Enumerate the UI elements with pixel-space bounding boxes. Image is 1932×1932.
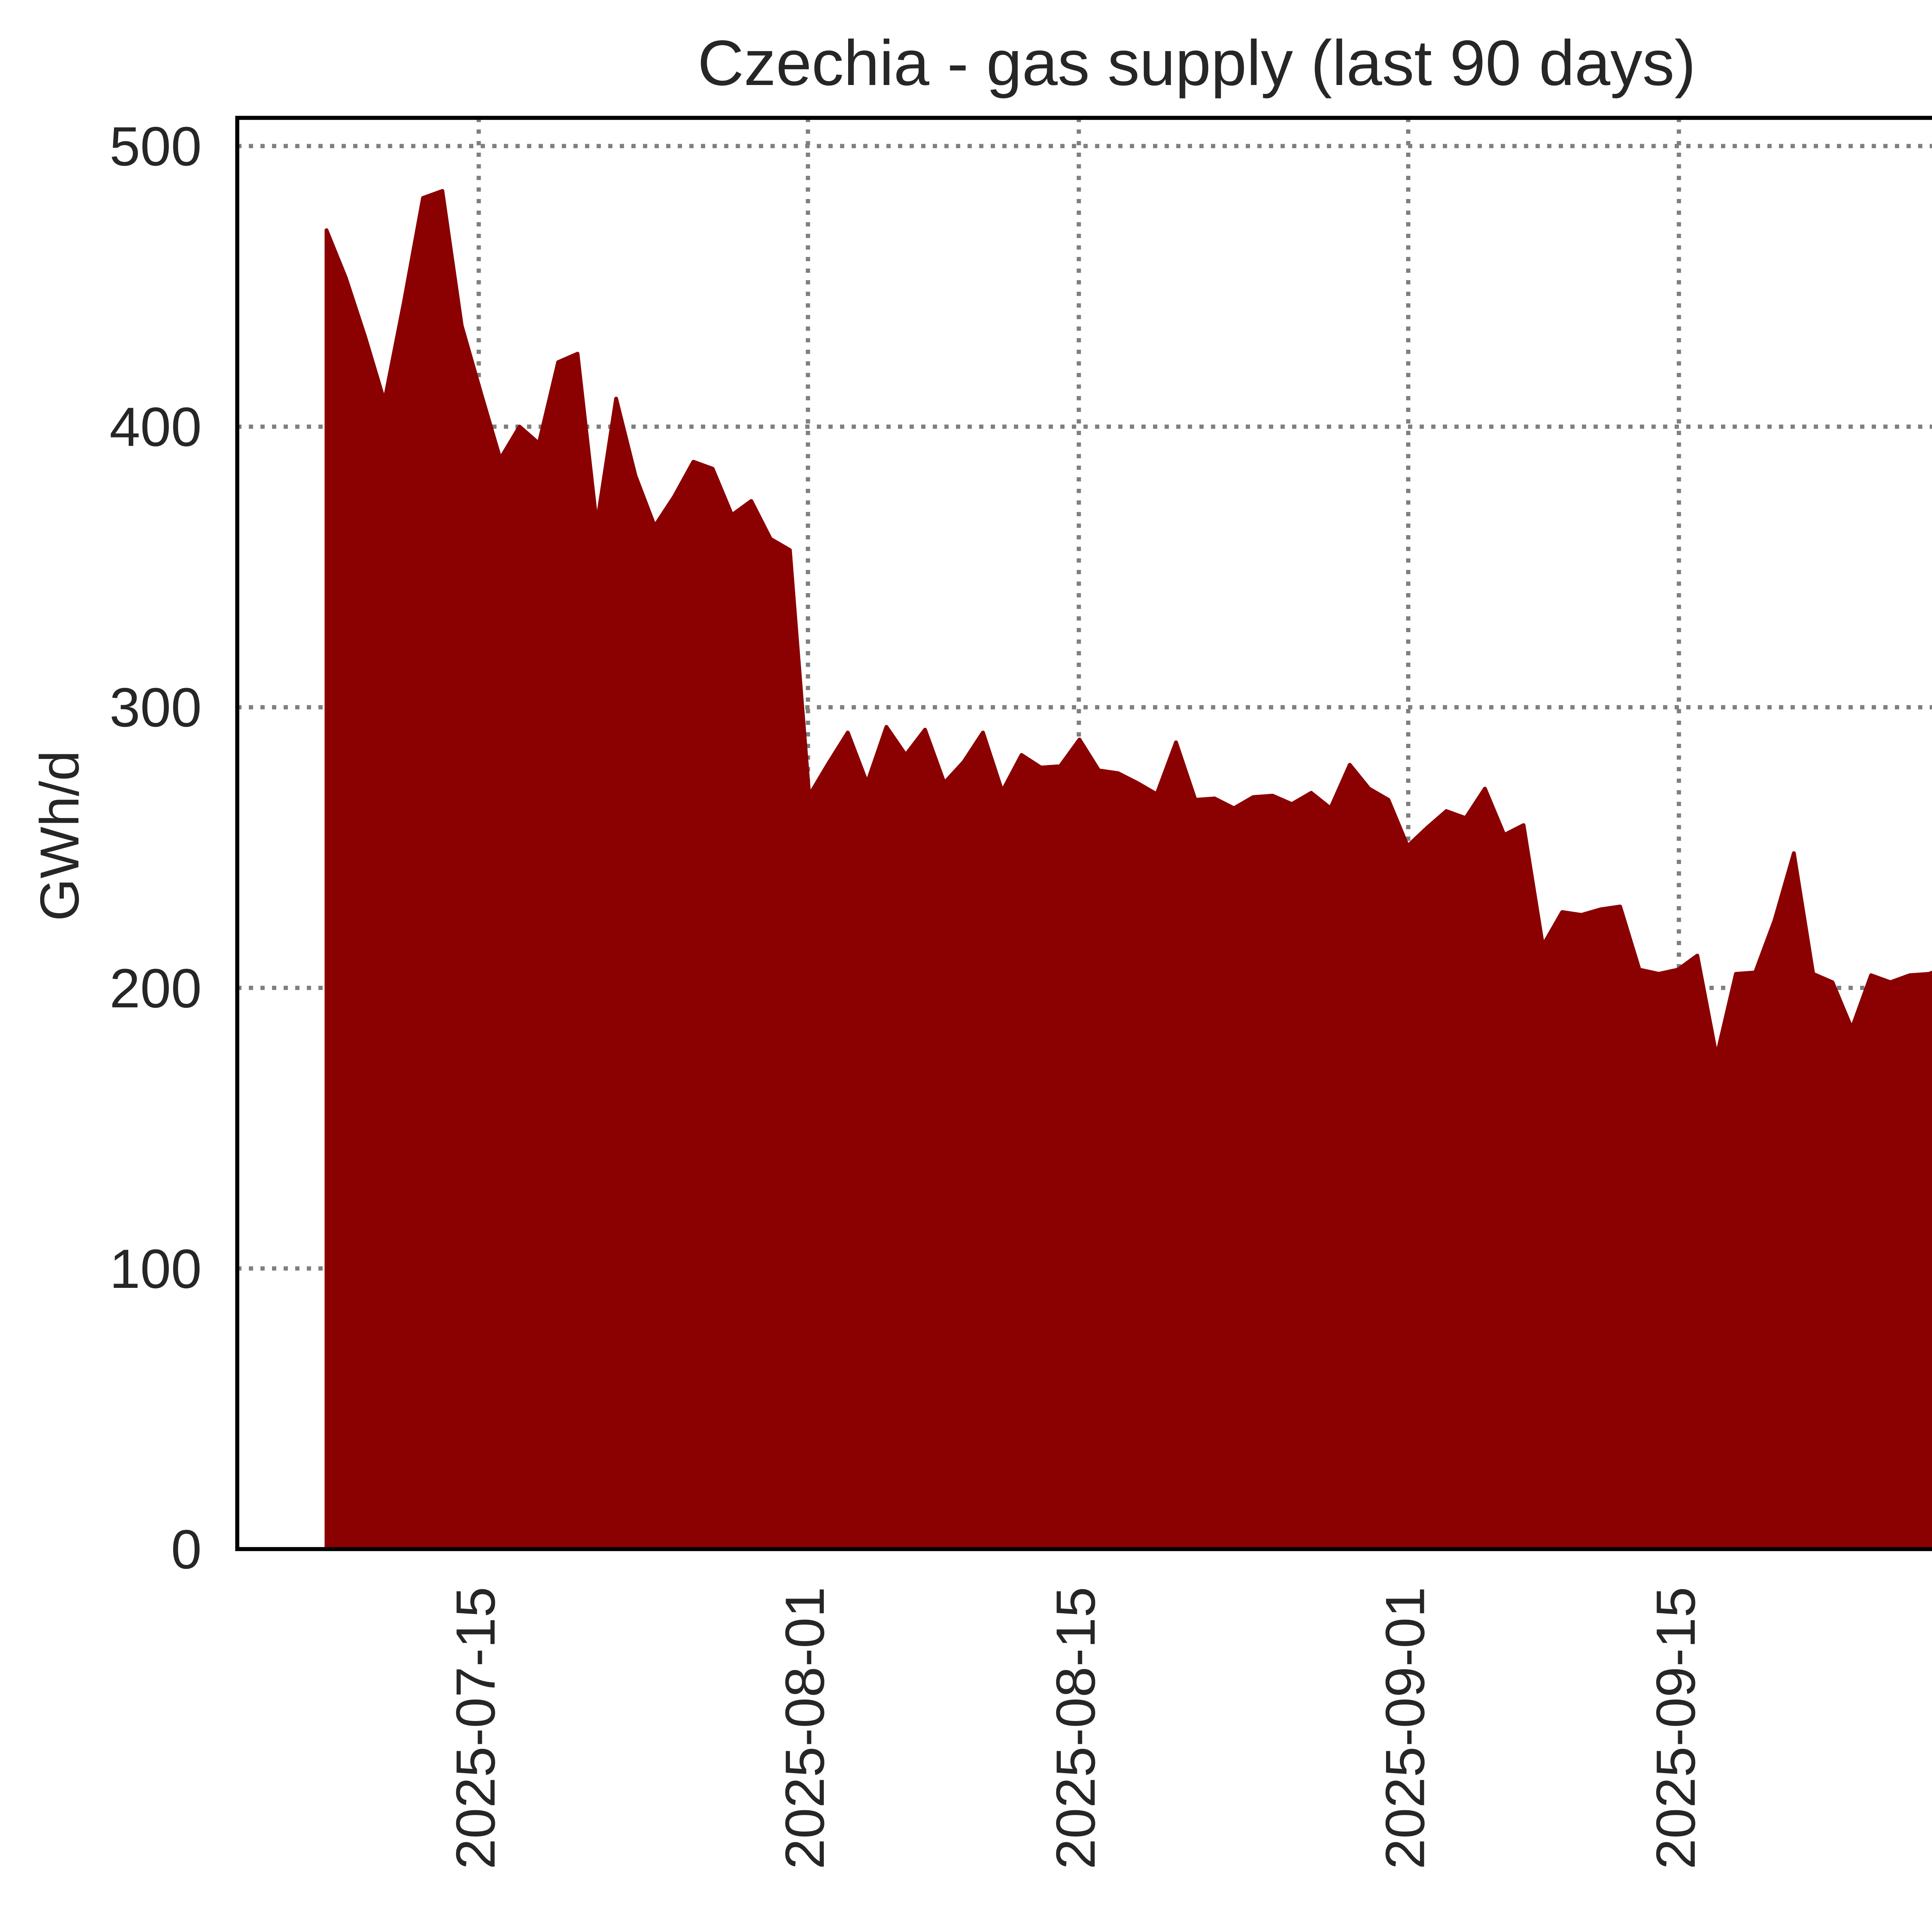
svg-text:200: 200 bbox=[109, 958, 202, 1019]
svg-text:0: 0 bbox=[171, 1519, 202, 1580]
svg-text:300: 300 bbox=[109, 677, 202, 738]
svg-text:GWh/d: GWh/d bbox=[29, 750, 90, 921]
svg-text:2025-07-15: 2025-07-15 bbox=[445, 1587, 507, 1869]
svg-text:2025-08-01: 2025-08-01 bbox=[774, 1587, 836, 1869]
svg-text:400: 400 bbox=[109, 396, 202, 458]
svg-text:500: 500 bbox=[109, 116, 202, 177]
svg-text:100: 100 bbox=[109, 1238, 202, 1300]
svg-text:2025-09-15: 2025-09-15 bbox=[1645, 1587, 1707, 1869]
svg-text:2025-08-15: 2025-08-15 bbox=[1045, 1587, 1107, 1869]
svg-text:2025-09-01: 2025-09-01 bbox=[1375, 1587, 1436, 1869]
svg-text:Czechia - gas supply (last 90: Czechia - gas supply (last 90 days) bbox=[697, 27, 1696, 99]
